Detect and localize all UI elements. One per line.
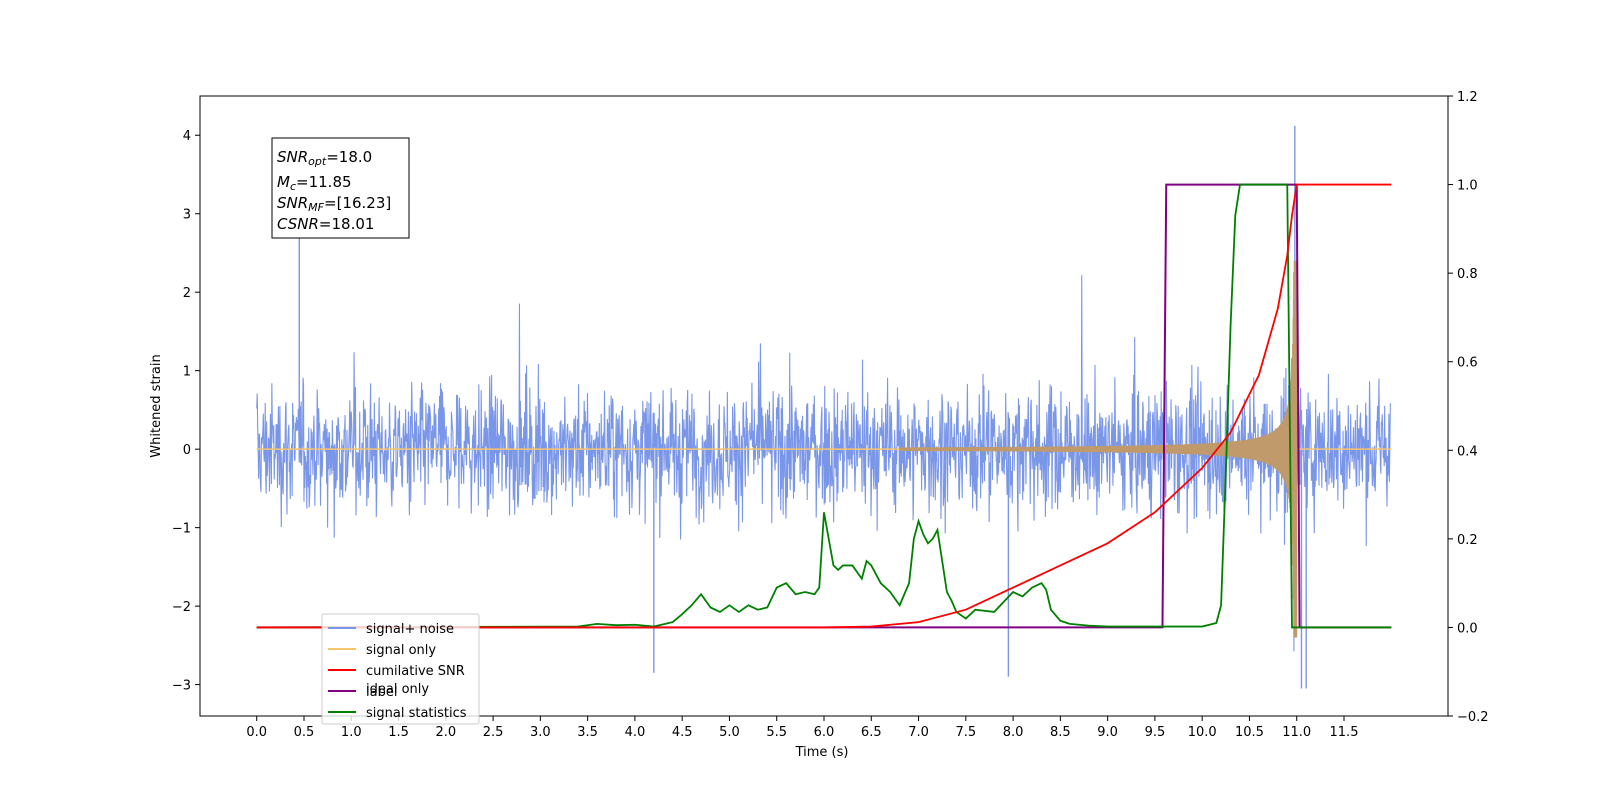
x-axis-label: Time (s)	[795, 745, 849, 760]
x-tick-label: 11.0	[1282, 725, 1311, 740]
y2-tick-label: 1.2	[1457, 90, 1478, 105]
legend-entries: signal+ noise signal only cumilative SNR la…	[328, 622, 467, 721]
y-tick-label: 4	[183, 129, 191, 144]
x-tick-label: 7.5	[955, 725, 976, 740]
legend-label: signal statistics	[366, 706, 467, 721]
annotation-3-value: =[16.23]	[324, 194, 391, 212]
x-tick-label: 8.0	[1003, 725, 1024, 740]
y-tick-label: 1	[183, 365, 191, 380]
legend-label: signal+ noise	[366, 622, 454, 637]
legend-hidden-entry: ideal only	[366, 682, 429, 697]
x-tick-label: 2.5	[483, 725, 504, 740]
x-tick-label: 1.5	[388, 725, 409, 740]
annotation-line-2: Mc=11.85	[277, 173, 352, 193]
y-tick-label: −1	[172, 522, 191, 537]
y-axis-left: 4 3 2 1 0 −1 −2 −3	[172, 129, 200, 694]
annotation-2-main: M	[277, 173, 290, 191]
x-axis: 0.0 0.5 1.0 1.5 2.0 2.5 3.0 3.5 4.0 4.5 5.0 5.5 6.0 6…	[246, 716, 1358, 740]
annotation-2-value: =11.85	[296, 173, 352, 191]
legend-label: signal only	[366, 643, 436, 658]
y-tick-label: −2	[172, 600, 191, 615]
x-tick-label: 3.5	[577, 725, 598, 740]
plot-area	[256, 125, 1392, 689]
annotation-3-sub: MF	[308, 201, 324, 214]
legend-label: cumilative SNR	[366, 664, 465, 679]
y2-tick-label: 0.8	[1457, 267, 1478, 282]
annotation-4-value: =18.01	[319, 215, 375, 233]
x-tick-label: 10.0	[1188, 725, 1217, 740]
x-tick-label: 5.0	[719, 725, 740, 740]
x-tick-label: 10.5	[1235, 725, 1264, 740]
annotation-4-main: CSNR	[277, 215, 319, 233]
x-tick-label: 2.0	[435, 725, 456, 740]
annotation-2-sub: c	[290, 180, 296, 193]
annotation-1-value: =18.0	[326, 148, 372, 166]
x-tick-label: 0.0	[246, 725, 267, 740]
y-tick-label: 2	[183, 286, 191, 301]
x-tick-label: 6.0	[814, 725, 835, 740]
x-tick-label: 3.0	[530, 725, 551, 740]
legend-label: label	[366, 685, 397, 700]
x-tick-label: 1.0	[341, 725, 362, 740]
annotation-frame	[271, 137, 410, 239]
x-tick-label: 4.5	[672, 725, 693, 740]
series-signal-statistics	[256, 183, 1392, 629]
x-tick-label: 0.5	[294, 725, 315, 740]
annotation-1-sub: opt	[308, 155, 327, 168]
y2-tick-label: 0.0	[1457, 621, 1478, 636]
y2-tick-label: −0.2	[1457, 710, 1489, 725]
x-tick-label: 9.5	[1145, 725, 1166, 740]
x-tick-label: 6.5	[861, 725, 882, 740]
x-tick-label: 4.0	[625, 725, 646, 740]
x-tick-label: 5.5	[766, 725, 787, 740]
annotation-box: SNRopt=18.0 Mc=11.85 SNRMF=[16.23] CSNR=…	[271, 137, 410, 239]
y-tick-label: 3	[183, 208, 191, 223]
y2-tick-label: 0.4	[1457, 444, 1478, 459]
y-axis-label: Whitened strain	[149, 354, 164, 457]
annotation-line-4: CSNR=18.01	[277, 215, 374, 233]
legend-frame	[321, 613, 480, 725]
y-tick-label: −3	[172, 679, 191, 694]
annotation-line-1: SNRopt=18.0	[277, 148, 372, 168]
x-tick-label: 8.5	[1050, 725, 1071, 740]
x-tick-label: 11.5	[1330, 725, 1359, 740]
x-tick-label: 9.0	[1097, 725, 1118, 740]
annotation-line-3: SNRMF=[16.23]	[277, 194, 391, 214]
y-axis-right: 1.2 1.0 0.8 0.6 0.4 0.2 0.0 −0.2	[1448, 90, 1489, 725]
series-signal-only	[899, 260, 1298, 638]
y2-tick-label: 1.0	[1457, 179, 1478, 194]
y2-tick-label: 0.6	[1457, 356, 1478, 371]
legend: ideal only signal+ noise signal only cumil…	[321, 613, 480, 725]
annotation-3-main: SNR	[277, 194, 308, 212]
annotation-1-main: SNR	[277, 148, 308, 166]
x-tick-label: 7.0	[908, 725, 929, 740]
y2-tick-label: 0.2	[1457, 533, 1478, 548]
series-cumulative-snr	[256, 183, 1392, 629]
y-tick-label: 0	[183, 443, 191, 458]
